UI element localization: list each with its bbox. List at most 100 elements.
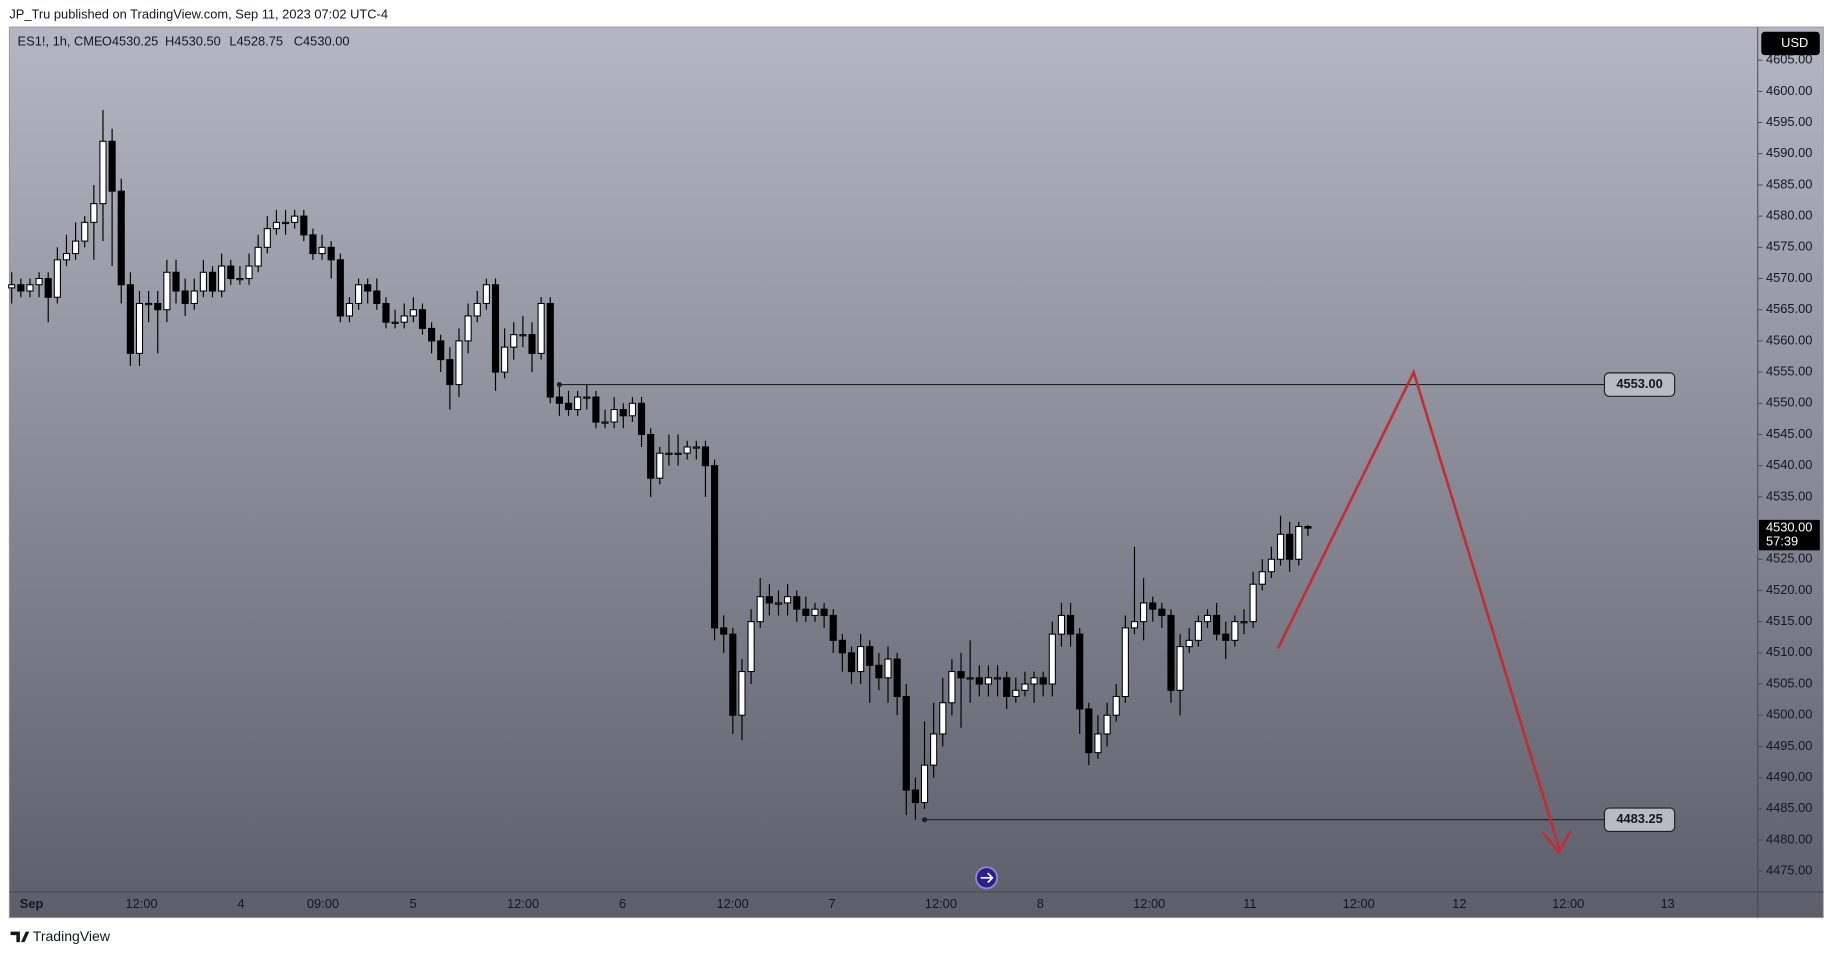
candle-body	[738, 671, 746, 716]
candle-body	[857, 646, 865, 673]
y-tick-label: 4520.00	[1766, 582, 1812, 597]
candle-body	[902, 695, 910, 791]
ohlc-value: O4530.25	[102, 34, 159, 49]
x-tick-label: 4	[237, 896, 244, 911]
candle-body	[391, 321, 399, 324]
candle-body	[245, 265, 253, 280]
candle-body	[108, 140, 116, 192]
candle-body	[318, 246, 326, 255]
candle-body	[747, 621, 755, 673]
candle-body	[455, 340, 463, 386]
candle-body	[1158, 608, 1166, 616]
candle-body	[135, 302, 144, 354]
candle-body	[537, 302, 545, 354]
x-tick-label: 7	[828, 896, 835, 911]
candle-body	[446, 359, 454, 386]
level-label: 4553.00	[1616, 376, 1662, 391]
x-tick-label: 11	[1243, 896, 1256, 911]
chart-pane	[8, 26, 1824, 919]
candle-body	[90, 203, 98, 223]
candle-body	[272, 221, 280, 230]
candle-body	[1067, 614, 1075, 635]
x-tick-label: 09:00	[307, 896, 339, 911]
y-tick-label: 4605.00	[1766, 52, 1812, 67]
candle-body	[838, 639, 846, 654]
candle-body	[199, 271, 207, 292]
last-price-box	[1758, 519, 1820, 551]
candle-body	[966, 677, 974, 680]
candle-body	[957, 671, 965, 679]
candle-body	[190, 290, 198, 305]
candle-body	[674, 452, 682, 455]
x-tick-label: 5	[410, 896, 417, 911]
y-tick-label: 4590.00	[1766, 145, 1812, 160]
y-tick-label: 4595.00	[1766, 114, 1812, 129]
candle-body	[583, 396, 591, 399]
x-tick-label: 12	[1452, 896, 1466, 911]
x-tick-label: 6	[619, 896, 626, 911]
candle-body	[1213, 614, 1221, 635]
candle-body	[1121, 627, 1129, 698]
candle-body	[291, 215, 299, 223]
candle-body	[592, 396, 600, 423]
x-tick-label: 8	[1037, 896, 1044, 911]
candle-body	[172, 271, 180, 292]
y-tick-label: 4535.00	[1766, 488, 1812, 503]
y-tick-label: 4585.00	[1766, 176, 1812, 191]
candle-body	[1304, 525, 1312, 529]
candle-body	[428, 327, 436, 342]
candle-body	[665, 452, 673, 455]
level-anchor	[921, 817, 928, 823]
y-tick-label: 4495.00	[1766, 738, 1812, 753]
candle-body	[847, 652, 856, 673]
last-price: 4530.00	[1766, 519, 1812, 534]
y-tick-label: 4505.00	[1766, 675, 1812, 690]
candle-body	[1130, 621, 1139, 629]
x-tick-label: 12:00	[507, 896, 539, 911]
y-tick-label: 4560.00	[1766, 332, 1812, 347]
x-tick-label: Sep	[20, 896, 44, 911]
x-tick-label: 13	[1660, 896, 1674, 911]
y-tick-label: 4550.00	[1766, 395, 1812, 410]
candle-body	[437, 340, 445, 361]
level-anchor	[556, 382, 562, 388]
candle-body	[1003, 677, 1011, 698]
candle-body	[911, 789, 919, 804]
candle-body	[1140, 602, 1148, 623]
candle-body	[1112, 695, 1120, 716]
x-tick-label: 12:00	[126, 896, 158, 911]
candle-body	[501, 346, 509, 373]
candle-body	[281, 221, 290, 225]
candle-body	[373, 290, 381, 305]
candle-body	[145, 302, 153, 306]
candle-body	[26, 284, 34, 292]
candle-body	[1203, 614, 1212, 623]
candle-body	[637, 402, 646, 436]
event-icon-glyph	[980, 872, 994, 884]
y-tick-label: 4515.00	[1766, 613, 1812, 628]
candle-body	[473, 302, 481, 317]
legend: ES1!, 1h, CME O4530.25 H4530.50 L4528.75 C4…	[18, 34, 350, 49]
candle-body	[546, 302, 554, 398]
candle-body	[400, 315, 408, 323]
candle-body	[81, 221, 89, 242]
candle-body	[1057, 614, 1066, 635]
candle-body	[35, 277, 43, 286]
candle-body	[993, 677, 1002, 680]
candle-body	[345, 302, 354, 317]
candle-body	[765, 596, 773, 604]
y-tick-label: 4570.00	[1766, 270, 1812, 285]
candle-body	[99, 140, 107, 205]
candle-body	[491, 284, 500, 373]
candle-body	[820, 608, 828, 616]
candle-body	[720, 627, 728, 635]
candle-body	[1167, 614, 1175, 691]
candle-body	[1012, 689, 1020, 698]
candle-body	[1094, 733, 1102, 754]
candle-body	[44, 277, 52, 298]
candle-body	[1048, 633, 1056, 685]
candle-body	[875, 664, 883, 679]
publisher: JP_Tru published on TradingView.com, Sep…	[9, 7, 388, 22]
